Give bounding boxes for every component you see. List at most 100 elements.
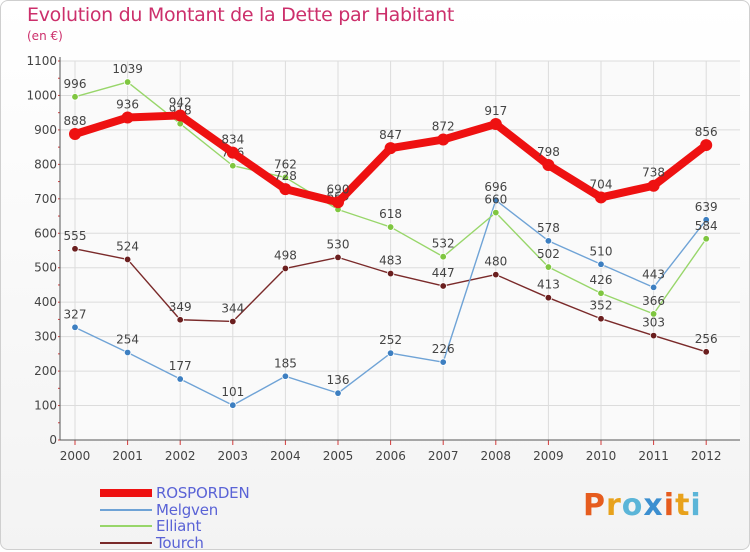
logo-letter: r	[606, 488, 622, 523]
data-point-rosporden	[542, 159, 555, 172]
x-tick-label: 2004	[270, 449, 301, 463]
data-label-elliant: 366	[642, 294, 665, 308]
logo-letter: o	[621, 488, 644, 523]
data-point-melgven	[229, 401, 237, 409]
data-point-tourch	[386, 269, 395, 278]
data-label-elliant: 502	[537, 247, 560, 261]
data-point-elliant	[702, 235, 710, 243]
legend-label: Melgven	[156, 500, 219, 519]
data-label-tourch: 349	[169, 300, 192, 314]
data-label-melgven: 252	[379, 333, 402, 347]
data-point-tourch	[176, 316, 184, 324]
data-point-tourch	[439, 282, 447, 290]
x-tick-label: 2005	[323, 449, 354, 463]
x-tick-label: 2009	[533, 449, 564, 463]
data-point-tourch	[229, 317, 237, 326]
data-point-elliant	[71, 93, 79, 101]
data-label-elliant: 996	[64, 77, 87, 91]
y-tick-label: 700	[34, 192, 57, 206]
data-label-melgven: 510	[590, 244, 613, 258]
data-label-rosporden: 690	[327, 182, 350, 196]
y-tick-label: 0	[49, 433, 57, 447]
y-tick-label: 500	[34, 261, 57, 275]
x-tick-label: 2000	[60, 449, 91, 463]
chart-title: Evolution du Montant de la Dette par Hab…	[27, 4, 455, 26]
legend-swatch	[100, 541, 152, 544]
proxiti-logo: Proxiti	[583, 488, 702, 523]
data-label-tourch: 352	[590, 299, 613, 313]
data-label-elliant: 532	[432, 237, 455, 251]
y-tick-label: 100	[34, 399, 57, 413]
data-label-melgven: 443	[642, 267, 665, 281]
logo-letter: x	[643, 488, 664, 523]
data-point-tourch	[544, 294, 553, 302]
data-label-tourch: 530	[327, 237, 350, 251]
data-point-elliant	[649, 310, 658, 318]
data-point-tourch	[334, 253, 342, 262]
legend-label: Tourch	[156, 533, 204, 552]
data-point-elliant	[281, 173, 290, 182]
data-label-rosporden: 738	[642, 166, 665, 180]
data-point-melgven	[597, 260, 605, 268]
data-label-rosporden: 942	[169, 95, 192, 109]
data-point-rosporden	[121, 111, 134, 124]
data-label-rosporden: 704	[590, 177, 613, 191]
data-label-tourch: 344	[221, 301, 244, 315]
data-label-rosporden: 936	[116, 98, 139, 112]
data-point-rosporden	[647, 179, 660, 192]
data-label-rosporden: 872	[432, 120, 455, 134]
y-tick-label: 300	[34, 330, 57, 344]
data-label-elliant: 1039	[112, 62, 143, 76]
data-label-melgven: 327	[64, 307, 87, 321]
data-point-melgven	[123, 348, 132, 357]
data-point-rosporden	[226, 146, 239, 159]
data-label-elliant: 762	[274, 157, 297, 171]
data-point-melgven	[334, 389, 342, 397]
data-label-melgven: 101	[221, 385, 244, 399]
y-tick-label: 800	[34, 157, 57, 171]
data-point-rosporden	[69, 128, 81, 141]
legend-item-rosporden: ROSPORDEN	[100, 484, 250, 502]
legend-item-elliant: Elliant	[100, 517, 201, 535]
logo-letter: i	[690, 488, 702, 523]
data-point-melgven	[544, 237, 553, 245]
logo-letter: t	[675, 488, 691, 523]
data-point-elliant	[439, 253, 447, 261]
data-point-elliant	[544, 263, 553, 271]
data-point-rosporden	[279, 183, 292, 196]
x-tick-label: 2006	[375, 449, 406, 463]
data-point-elliant	[229, 162, 237, 170]
y-tick-label: 400	[34, 295, 57, 309]
data-point-melgven	[281, 372, 290, 380]
legend-item-tourch: Tourch	[100, 534, 204, 552]
data-label-rosporden: 856	[695, 125, 718, 139]
data-point-melgven	[176, 375, 184, 383]
x-tick-label: 2003	[218, 449, 249, 463]
y-tick-label: 600	[34, 226, 57, 240]
x-tick-label: 2002	[165, 449, 196, 463]
data-label-melgven: 254	[116, 332, 139, 346]
data-label-elliant: 660	[484, 193, 507, 207]
data-point-elliant	[597, 289, 605, 297]
x-tick-label: 2012	[691, 449, 722, 463]
data-point-rosporden	[174, 109, 187, 122]
data-point-elliant	[492, 208, 500, 217]
data-point-rosporden	[595, 191, 607, 204]
data-point-rosporden	[700, 139, 713, 152]
y-tick-label: 900	[34, 123, 57, 137]
data-label-tourch: 447	[432, 266, 455, 280]
data-label-tourch: 555	[64, 229, 87, 243]
data-label-tourch: 480	[484, 255, 507, 269]
data-point-melgven	[702, 216, 710, 224]
chart-subtitle: (en €)	[27, 29, 63, 43]
data-point-tourch	[702, 348, 710, 356]
data-point-tourch	[597, 315, 605, 323]
y-tick-label: 200	[34, 364, 57, 378]
legend-item-melgven: Melgven	[100, 501, 218, 519]
legend-label: Elliant	[156, 517, 202, 535]
data-point-tourch	[71, 245, 79, 253]
data-label-rosporden: 917	[484, 104, 507, 118]
x-tick-label: 2001	[112, 449, 143, 463]
data-label-melgven: 226	[432, 342, 455, 356]
